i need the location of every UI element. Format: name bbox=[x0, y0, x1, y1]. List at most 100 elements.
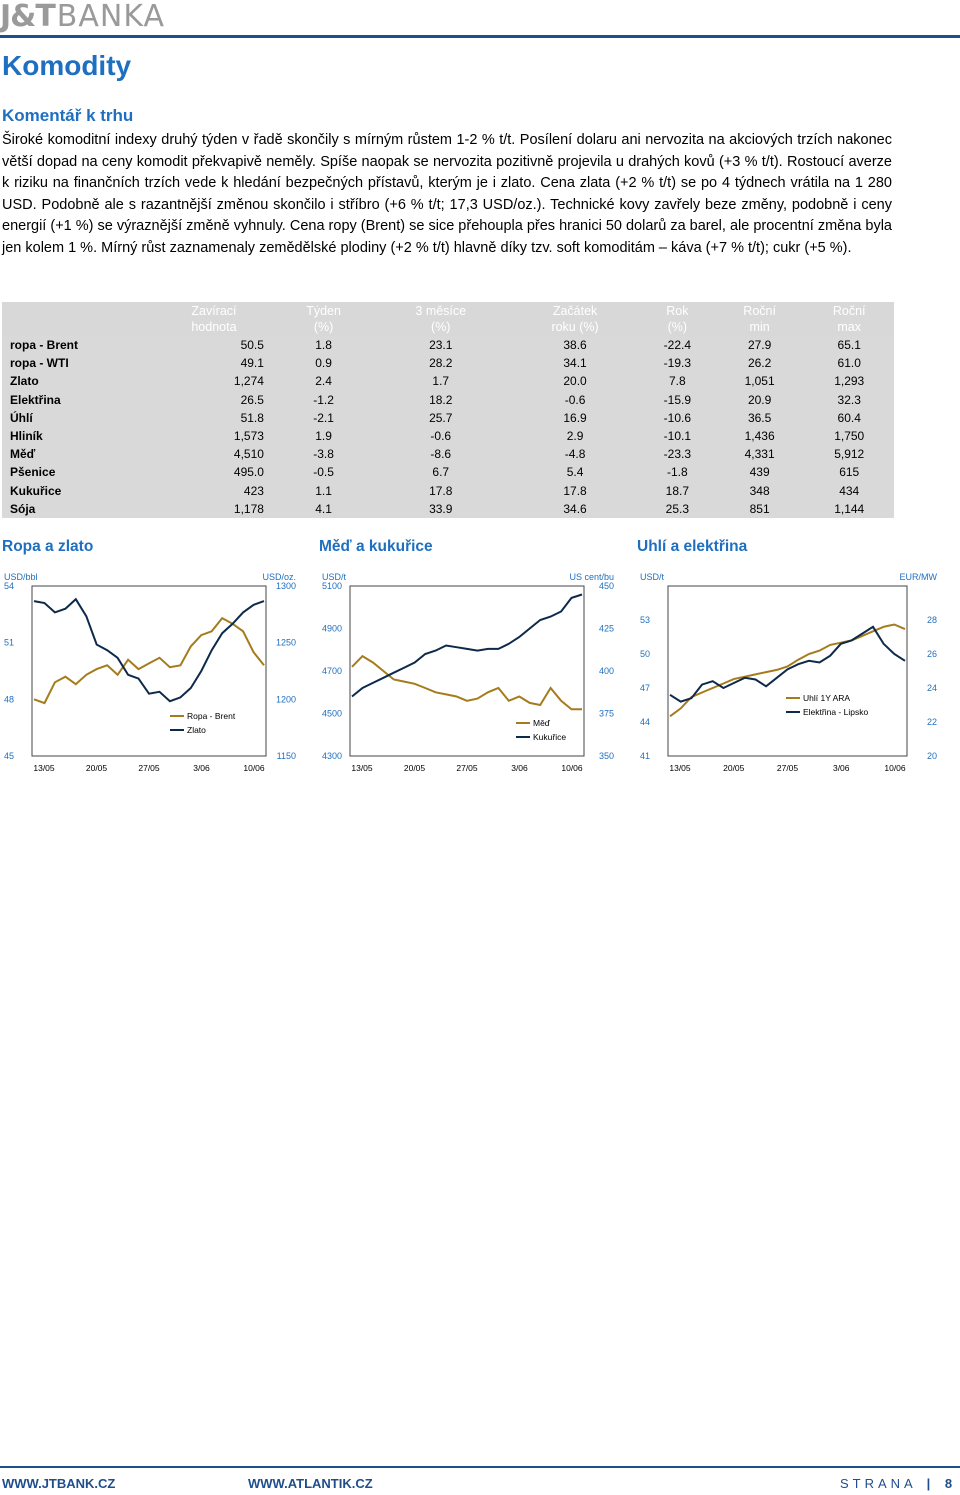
table-cell: 28.2 bbox=[371, 354, 511, 373]
table-cell: 4.1 bbox=[275, 499, 372, 518]
commodity-name: Hliník bbox=[2, 426, 152, 446]
x-tick-label: 20/05 bbox=[723, 763, 745, 773]
legend-label: Uhlí 1Y ARA bbox=[803, 693, 850, 703]
section-title: Komentář k trhu bbox=[2, 106, 134, 125]
left-tick-label: 44 bbox=[640, 717, 650, 727]
legend-label: Elektřina - Lipsko bbox=[803, 707, 868, 717]
table-cell: 25.3 bbox=[639, 499, 715, 518]
header-line-1: 3 měsíce bbox=[415, 304, 467, 318]
table-cell: 25.7 bbox=[371, 408, 511, 427]
table-cell: 33.9 bbox=[371, 499, 511, 518]
table-cell: 1,051 bbox=[714, 372, 805, 391]
table-cell: -3.8 bbox=[275, 445, 372, 464]
table-cell: -10.1 bbox=[639, 426, 715, 446]
x-tick-label: 13/05 bbox=[351, 763, 373, 773]
table-cell: -0.6 bbox=[510, 390, 640, 409]
plot-frame bbox=[31, 585, 267, 757]
table-header-cell: Rok (%) bbox=[639, 302, 715, 336]
left-tick-label: 45 bbox=[4, 751, 14, 761]
left-tick-label: 5100 bbox=[322, 581, 342, 591]
table-cell: 2.4 bbox=[275, 372, 372, 391]
table-header-cell: Roční min bbox=[714, 302, 805, 336]
commodity-name: Zlato bbox=[2, 372, 152, 391]
right-tick-label: 1150 bbox=[277, 751, 296, 761]
table-cell: 17.8 bbox=[510, 481, 640, 500]
table-cell: -15.9 bbox=[639, 390, 715, 409]
page-number: 8 bbox=[944, 1476, 957, 1491]
table-header-cell: Týden (%) bbox=[275, 302, 372, 336]
commentary-paragraph: Široké komoditní indexy druhý týden v řa… bbox=[2, 132, 892, 256]
x-tick-label: 13/05 bbox=[33, 763, 55, 773]
commodity-name: Úhlí bbox=[2, 408, 152, 427]
table-cell: 51.8 bbox=[152, 408, 276, 427]
right-tick-label: 350 bbox=[599, 751, 614, 761]
table-cell: 23.1 bbox=[371, 336, 511, 355]
table-cell: 495.0 bbox=[152, 463, 276, 482]
left-tick-label: 51 bbox=[4, 638, 14, 648]
table-cell: 34.6 bbox=[510, 499, 640, 518]
x-tick-label: 10/06 bbox=[561, 763, 583, 773]
header-line-2: max bbox=[837, 320, 862, 334]
table-cell: -22.4 bbox=[639, 336, 715, 355]
footer-link-jtbank[interactable]: WWW.JTBANK.CZ bbox=[2, 1476, 116, 1491]
chart-title-oil-gold: Ropa a zlato bbox=[2, 538, 94, 555]
table-cell: 16.9 bbox=[510, 408, 640, 427]
series-line-1 bbox=[33, 597, 265, 703]
table-cell: 1.7 bbox=[371, 372, 511, 391]
commodity-name: Měď bbox=[2, 445, 152, 464]
left-unit: USD/t bbox=[640, 572, 665, 582]
header-line-1: Rok bbox=[666, 304, 689, 318]
page-separator: | bbox=[926, 1476, 935, 1491]
table-cell: 36.5 bbox=[714, 408, 805, 427]
legend-label: Zlato bbox=[187, 725, 206, 735]
table-header-cell: Začátek roku (%) bbox=[510, 302, 640, 336]
plot-frame bbox=[667, 585, 908, 757]
x-tick-label: 20/05 bbox=[86, 763, 108, 773]
table-cell: 1,573 bbox=[152, 426, 276, 446]
header-line-2: (%) bbox=[313, 320, 334, 334]
left-tick-label: 4300 bbox=[322, 751, 342, 761]
table-cell: 18.7 bbox=[639, 481, 715, 500]
logo-banka: BANKA bbox=[56, 0, 166, 34]
table-cell: 17.8 bbox=[371, 481, 511, 500]
left-tick-label: 4700 bbox=[322, 666, 342, 676]
x-tick-label: 3/06 bbox=[511, 763, 528, 773]
header-line-1: Týden bbox=[306, 304, 341, 318]
header-line-2: (%) bbox=[667, 320, 688, 334]
x-tick-label: 20/05 bbox=[404, 763, 426, 773]
table-cell: 34.1 bbox=[510, 354, 640, 373]
right-tick-label: 450 bbox=[599, 581, 614, 591]
table-cell: 1,178 bbox=[152, 499, 276, 518]
table-cell: 4,510 bbox=[152, 445, 276, 464]
right-tick-label: 28 bbox=[927, 615, 937, 625]
logo-jt: J&T bbox=[0, 0, 56, 34]
table-cell: 26.5 bbox=[152, 390, 276, 409]
table-row: Hliník 1,573 1.9 -0.6 2.9 -10.1 1,436 1,750 bbox=[2, 426, 894, 446]
footer-rule bbox=[0, 1466, 960, 1468]
table-cell: -10.6 bbox=[639, 408, 715, 427]
header-line-1: Zavírací bbox=[191, 304, 237, 318]
header-line-1: Začátek bbox=[552, 304, 598, 318]
x-tick-label: 27/05 bbox=[138, 763, 160, 773]
table-cell: 851 bbox=[714, 499, 805, 518]
table-cell: 0.9 bbox=[275, 354, 372, 373]
chart-oil-gold: USD/bbl USD/oz. 54 51 48 45 1300 1250 1200 1150 13… bbox=[4, 572, 296, 773]
table-row: Kukuřice 423 1.1 17.8 17.8 18.7 348 434 bbox=[2, 481, 894, 500]
right-tick-label: 1200 bbox=[276, 694, 296, 704]
left-tick-label: 4900 bbox=[322, 624, 342, 634]
legend-label: Měď bbox=[533, 718, 551, 728]
table-cell: -1.8 bbox=[639, 463, 715, 482]
footer-link-atlantik[interactable]: WWW.ATLANTIK.CZ bbox=[248, 1476, 373, 1491]
table-cell: 1,750 bbox=[804, 426, 894, 446]
left-tick-label: 48 bbox=[4, 694, 14, 704]
commodity-name: Elektřina bbox=[2, 390, 152, 409]
table-cell: 61.0 bbox=[804, 354, 894, 373]
table-cell: 4,331 bbox=[714, 445, 805, 464]
table-row: Pšenice 495.0 -0.5 6.7 5.4 -1.8 439 615 bbox=[2, 463, 894, 482]
table-cell: 32.3 bbox=[804, 390, 894, 409]
table-row: ropa - WTI 49.1 0.9 28.2 34.1 -19.3 26.2 61.0 bbox=[2, 354, 894, 373]
table-cell: 5.4 bbox=[510, 463, 640, 482]
table-row: ropa - Brent 50.5 1.8 23.1 38.6 -22.4 27.9 65.1 bbox=[2, 336, 894, 355]
table-body: ropa - Brent 50.5 1.8 23.1 38.6 -22.4 27.9 65.1… bbox=[2, 336, 894, 518]
table-cell: 20.9 bbox=[714, 390, 805, 409]
